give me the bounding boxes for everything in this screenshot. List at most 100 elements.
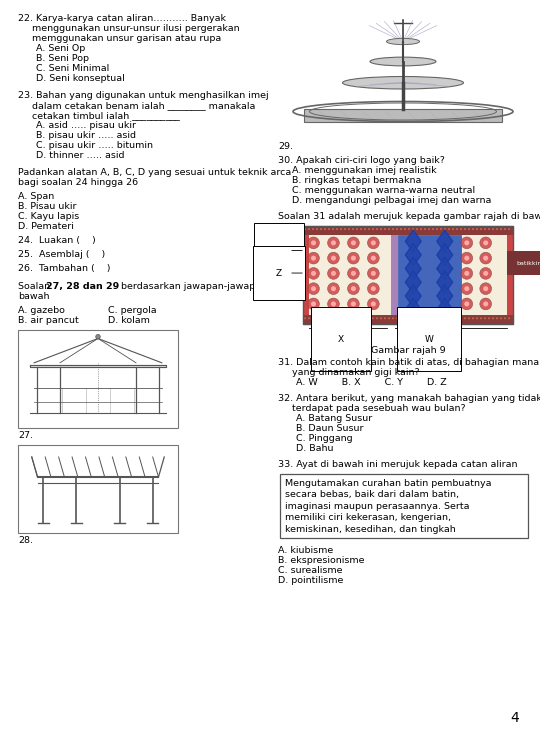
Circle shape [328,283,339,295]
Text: dalam cetakan benam ialah ________ manakala: dalam cetakan benam ialah ________ manak… [32,101,255,110]
Circle shape [492,317,494,319]
Text: Gambar rajah 9: Gambar rajah 9 [370,346,446,355]
Circle shape [448,317,450,319]
Text: C. menggunakan warna-warna neutral: C. menggunakan warna-warna neutral [292,186,475,195]
Text: 4: 4 [511,711,519,725]
Circle shape [464,228,466,230]
Circle shape [480,237,491,249]
Text: 22. Karya-karya catan aliran……….. Banyak: 22. Karya-karya catan aliran……….. Banyak [18,14,226,23]
Circle shape [324,228,326,230]
Circle shape [331,271,336,276]
Text: D. kolam: D. kolam [108,316,150,325]
Circle shape [328,252,339,264]
Circle shape [351,271,356,276]
Polygon shape [437,285,453,307]
Circle shape [348,317,350,319]
Text: 25.  Asemblaj (    ): 25. Asemblaj ( ) [18,250,105,259]
Circle shape [371,255,376,260]
Circle shape [351,240,356,246]
Circle shape [311,240,316,246]
Circle shape [368,228,370,230]
Text: 31. Dalam contoh kain batik di atas, di bahagian manakah: 31. Dalam contoh kain batik di atas, di … [278,358,540,367]
Circle shape [496,317,498,319]
Circle shape [480,228,482,230]
Polygon shape [406,285,421,307]
Circle shape [448,228,450,230]
Polygon shape [437,271,453,294]
Circle shape [412,228,414,230]
Circle shape [332,317,334,319]
Circle shape [351,286,356,291]
Text: A. W        B. X        C. Y        D. Z: A. W B. X C. Y D. Z [296,378,447,387]
Circle shape [460,317,462,319]
Circle shape [483,286,488,291]
Text: D. pointilisme: D. pointilisme [278,576,343,585]
Text: D. thinner ….. asid: D. thinner ….. asid [36,151,125,160]
Polygon shape [437,258,453,280]
Circle shape [308,237,319,249]
Circle shape [464,240,469,246]
Circle shape [308,268,319,279]
FancyBboxPatch shape [303,226,513,235]
Text: C. Seni Minimal: C. Seni Minimal [36,64,109,73]
Text: D. mengandungi pelbagai imej dan warna: D. mengandungi pelbagai imej dan warna [292,196,491,205]
FancyBboxPatch shape [303,315,513,324]
Circle shape [472,317,474,319]
Circle shape [316,228,318,230]
Circle shape [308,298,319,310]
Text: memggunakan unsur garisan atau rupa: memggunakan unsur garisan atau rupa [32,34,221,43]
Circle shape [468,317,470,319]
Circle shape [360,228,362,230]
Circle shape [348,228,350,230]
Circle shape [480,283,491,295]
Text: menggunakan unsur-unsur ilusi pergerakan: menggunakan unsur-unsur ilusi pergerakan [32,24,240,33]
Circle shape [396,317,398,319]
Circle shape [480,252,491,264]
Circle shape [496,228,498,230]
Circle shape [464,255,469,260]
Circle shape [336,228,338,230]
Ellipse shape [342,76,463,89]
Text: C. Pinggang: C. Pinggang [296,434,353,443]
Text: C. Kayu lapis: C. Kayu lapis [18,212,79,221]
Circle shape [483,255,488,260]
Text: B. pisau ukir ….. asid: B. pisau ukir ….. asid [36,131,136,140]
Circle shape [371,271,376,276]
Circle shape [488,317,490,319]
Circle shape [380,317,382,319]
Circle shape [456,317,458,319]
Circle shape [328,228,330,230]
Polygon shape [406,271,421,294]
Circle shape [320,317,322,319]
Circle shape [331,301,336,306]
Circle shape [396,228,398,230]
Text: 27, 28 dan 29: 27, 28 dan 29 [46,282,119,291]
Circle shape [488,228,490,230]
Circle shape [464,271,469,276]
Text: 26.  Tambahan (    ): 26. Tambahan ( ) [18,264,111,273]
Circle shape [476,317,478,319]
Text: 32. Antara berikut, yang manakah bahagian yang tidak: 32. Antara berikut, yang manakah bahagia… [278,394,540,403]
Circle shape [384,228,386,230]
Circle shape [368,237,379,249]
Text: memiliki ciri kekerasan, kengerian,: memiliki ciri kekerasan, kengerian, [285,514,451,522]
FancyBboxPatch shape [397,235,461,315]
Circle shape [311,301,316,306]
Circle shape [424,228,426,230]
Circle shape [371,286,376,291]
Polygon shape [406,258,421,280]
Circle shape [388,228,390,230]
Circle shape [480,317,482,319]
Circle shape [371,301,376,306]
Circle shape [368,317,370,319]
Text: 23. Bahan yang digunakan untuk menghasilkan imej: 23. Bahan yang digunakan untuk menghasil… [18,91,268,100]
Text: bawah: bawah [18,292,50,301]
Circle shape [356,228,358,230]
Circle shape [440,228,442,230]
Text: B. air pancut: B. air pancut [18,316,79,325]
Polygon shape [406,298,421,321]
Text: C. surealisme: C. surealisme [278,566,342,575]
Circle shape [461,268,472,279]
Circle shape [328,298,339,310]
Text: cetakan timbul ialah __________: cetakan timbul ialah __________ [32,111,180,120]
